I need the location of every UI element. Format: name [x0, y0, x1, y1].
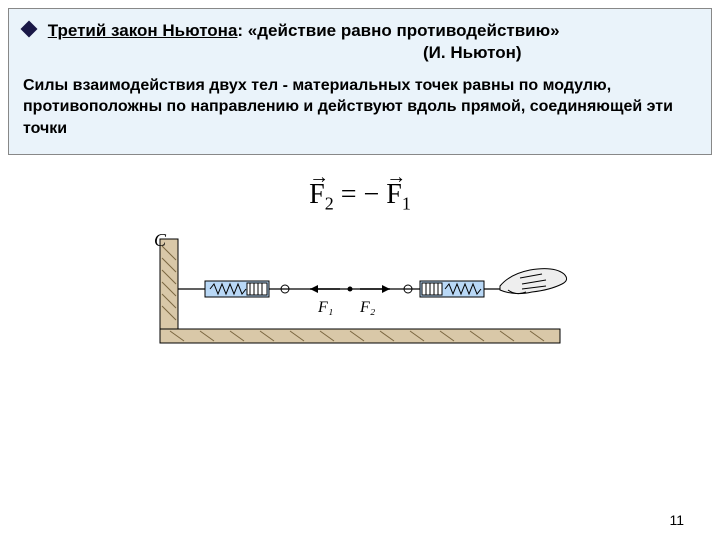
corner-label: C [154, 234, 167, 250]
formula: → F2 = − → F1 [0, 179, 720, 215]
attribution: (И. Ньютон) [423, 43, 697, 63]
formula-rhs: → F1 [386, 179, 411, 215]
center-point [348, 287, 353, 292]
spring-gauge-2 [420, 281, 484, 297]
force-1-label: F₁ [317, 299, 333, 316]
formula-lhs: → F2 [309, 179, 334, 215]
law-title: Третий закон Ньютона [48, 21, 238, 40]
title-line: Третий закон Ньютона: «действие равно пр… [23, 19, 697, 43]
formula-rhs-sub: 1 [402, 193, 411, 213]
formula-op: = − [341, 179, 380, 210]
info-box: Третий закон Ньютона: «действие равно пр… [8, 8, 712, 155]
body-text: Силы взаимодействия двух тел - материаль… [23, 75, 697, 140]
law-quote: : «действие равно противодействию» [237, 21, 559, 40]
force-2-label: F₂ [359, 299, 376, 316]
physics-diagram: C F₁ F₂ [150, 234, 570, 354]
spring-gauge-1 [205, 281, 269, 297]
vector-arrow-icon: → [309, 166, 329, 189]
vector-arrow-icon: → [386, 166, 406, 189]
arrowhead-icon [310, 285, 318, 293]
bullet-diamond-icon [21, 21, 38, 38]
formula-lhs-sub: 2 [325, 193, 334, 213]
page-number: 11 [669, 512, 684, 528]
hand-icon [500, 269, 567, 294]
arrowhead-icon [382, 285, 390, 293]
